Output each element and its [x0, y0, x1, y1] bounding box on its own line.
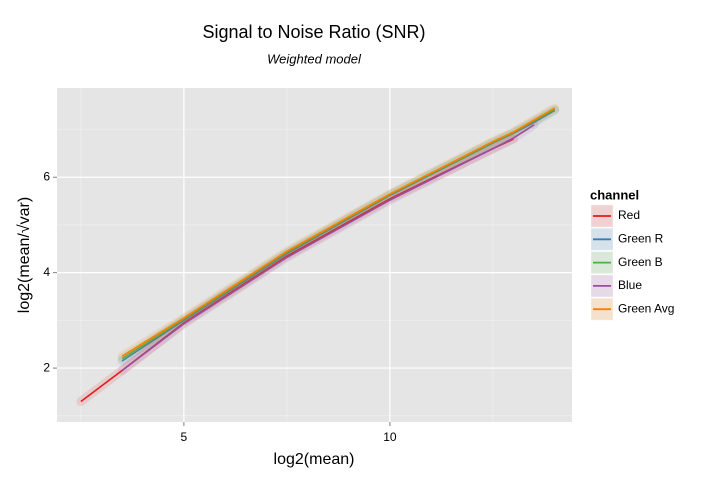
x-tick-label: 5: [181, 430, 188, 444]
series-line: [121, 124, 535, 372]
chart-subtitle: Weighted model: [267, 51, 362, 66]
legend-label: Green B: [618, 255, 663, 269]
x-axis-label: log2(mean): [274, 451, 355, 468]
y-axis-label: log2(mean/√var): [16, 197, 33, 313]
y-tick-label: 2: [43, 360, 50, 374]
y-tick-label: 4: [43, 265, 50, 279]
legend-label: Green Avg: [618, 301, 674, 315]
series-line: [121, 108, 556, 360]
legend-label: Red: [618, 208, 640, 222]
y-tick-label: 6: [43, 169, 50, 183]
series-line: [121, 107, 556, 357]
legend-title: channel: [590, 187, 639, 202]
legend-label: Green R: [618, 231, 664, 245]
legend-label: Blue: [618, 278, 642, 292]
chart-title: Signal to Noise Ratio (SNR): [202, 22, 425, 42]
plot-panel: [57, 88, 572, 422]
x-tick-label: 10: [383, 430, 397, 444]
